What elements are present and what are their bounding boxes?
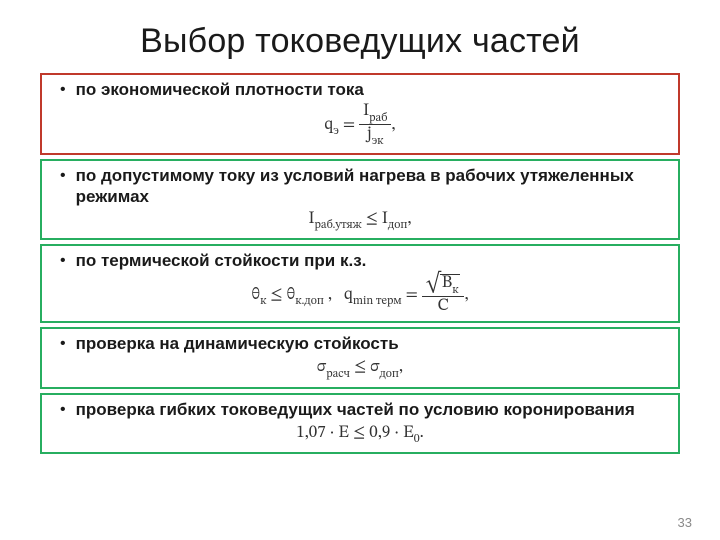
formula-trail: . <box>420 425 424 442</box>
slide-title: Выбор токоведущих частей <box>40 22 680 61</box>
criterion-section-5: • проверка гибких токоведущих частей по … <box>40 393 680 454</box>
bullet-row: • по экономической плотности тока <box>54 79 666 101</box>
formula: 1,07 · E ≤ 0,9 · E0. <box>54 423 666 446</box>
page-number: 33 <box>678 515 692 530</box>
formula-op: ≤ <box>362 211 382 228</box>
bullet-row: • проверка на динамическую стойкость <box>54 333 666 355</box>
formula-lhs: σрасч <box>317 359 350 376</box>
formula: Iраб.утяж ≤ Iдоп, <box>54 209 666 232</box>
bullet-text: по допустимому току из условий нагрева в… <box>76 165 666 207</box>
slide: Выбор токоведущих частей • по экономичес… <box>0 0 720 540</box>
bullet-icon: • <box>60 165 66 187</box>
formula-op: ≤ <box>349 425 369 442</box>
bullet-text: по экономической плотности тока <box>76 79 364 100</box>
bullet-row: • проверка гибких токоведущих частей по … <box>54 399 666 421</box>
bullet-text: проверка гибких токоведущих частей по ус… <box>76 399 635 420</box>
formula-rhs: Iдоп <box>382 211 408 228</box>
formula: σрасч ≤ σдоп, <box>54 357 666 380</box>
formula-op: ≤ <box>350 359 370 376</box>
formula-op: = <box>339 117 359 134</box>
formula-lhs: qэ <box>324 117 338 134</box>
formula-trail: , <box>391 117 395 134</box>
formula-trail: , <box>407 211 411 228</box>
formula-fraction: √BкC <box>422 274 465 315</box>
sqrt-icon: √Bк <box>426 274 461 295</box>
formula-lhs: Iраб.утяж <box>308 211 361 228</box>
formula-lhs: 1,07 · E <box>296 425 349 442</box>
criterion-section-1: • по экономической плотности тока qэ = I… <box>40 73 680 155</box>
criterion-section-3: • по термической стойкости при к.з. θк ≤… <box>40 244 680 323</box>
formula-part1: θк ≤ θк.доп , <box>251 287 332 304</box>
formula-rhs: σдоп <box>370 359 399 376</box>
bullet-icon: • <box>60 333 66 355</box>
formula-rhs: 0,9 · E0 <box>369 425 419 442</box>
formula-trail: , <box>399 359 403 376</box>
criterion-section-2: • по допустимому току из условий нагрева… <box>40 159 680 240</box>
bullet-row: • по допустимому току из условий нагрева… <box>54 165 666 207</box>
bullet-icon: • <box>60 399 66 421</box>
formula: qэ = Iрабjэк, <box>54 103 666 147</box>
bullet-icon: • <box>60 250 66 272</box>
formula: θк ≤ θк.доп , qmin терм = √BкC, <box>54 274 666 315</box>
criterion-section-4: • проверка на динамическую стойкость σра… <box>40 327 680 388</box>
bullet-text: по термической стойкости при к.з. <box>76 250 367 271</box>
formula-fraction: Iрабjэк <box>359 103 391 147</box>
bullet-icon: • <box>60 79 66 101</box>
formula-part2: qmin терм = √BкC, <box>344 287 469 304</box>
bullet-text: проверка на динамическую стойкость <box>76 333 399 354</box>
bullet-row: • по термической стойкости при к.з. <box>54 250 666 272</box>
